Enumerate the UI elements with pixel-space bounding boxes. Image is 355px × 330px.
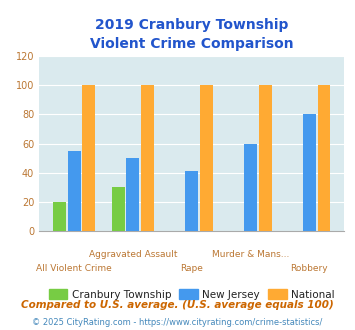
- Legend: Cranbury Township, New Jersey, National: Cranbury Township, New Jersey, National: [44, 285, 339, 304]
- Text: Murder & Mans...: Murder & Mans...: [212, 250, 289, 259]
- Bar: [185, 171, 198, 231]
- Bar: [53, 202, 66, 231]
- Bar: [317, 85, 331, 231]
- Bar: [200, 85, 213, 231]
- Bar: [303, 115, 316, 231]
- Title: 2019 Cranbury Township
Violent Crime Comparison: 2019 Cranbury Township Violent Crime Com…: [90, 18, 294, 51]
- Bar: [141, 85, 154, 231]
- Text: © 2025 CityRating.com - https://www.cityrating.com/crime-statistics/: © 2025 CityRating.com - https://www.city…: [32, 318, 323, 327]
- Bar: [112, 187, 125, 231]
- Text: Robbery: Robbery: [290, 264, 328, 273]
- Bar: [68, 151, 81, 231]
- Bar: [259, 85, 272, 231]
- Text: Aggravated Assault: Aggravated Assault: [89, 250, 177, 259]
- Text: Rape: Rape: [180, 264, 203, 273]
- Bar: [82, 85, 95, 231]
- Bar: [126, 158, 140, 231]
- Bar: [244, 144, 257, 231]
- Text: All Violent Crime: All Violent Crime: [36, 264, 112, 273]
- Text: Compared to U.S. average. (U.S. average equals 100): Compared to U.S. average. (U.S. average …: [21, 300, 334, 310]
